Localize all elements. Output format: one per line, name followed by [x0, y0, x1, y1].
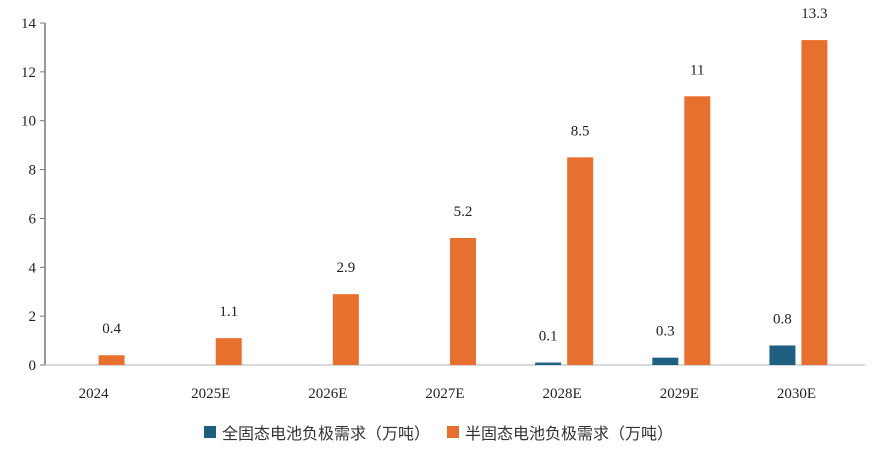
y-tick-label: 6 — [29, 211, 37, 227]
y-tick-label: 0 — [29, 358, 37, 374]
bar — [450, 237, 476, 365]
x-tick-label: 2028E — [543, 386, 582, 402]
bar-chart: 0 2 4 6 8 10 12 14 2024 0.4 2025E 1.1 2026E 2.9 2027E 5… — [21, 6, 865, 402]
x-tick-label: 2024 — [79, 386, 110, 402]
bar — [684, 96, 711, 366]
y-tick-label: 10 — [21, 114, 36, 130]
x-tick-label: 2026E — [308, 386, 347, 402]
legend: 全固态电池负极需求（万吨） 半固态电池负极需求（万吨） — [0, 420, 877, 444]
bar — [535, 362, 562, 365]
data-label: 2.9 — [336, 260, 355, 276]
x-tick-label: 2030E — [777, 386, 816, 402]
data-label: 0.3 — [656, 324, 675, 340]
data-label: 1.1 — [219, 304, 238, 320]
bar — [652, 357, 679, 365]
x-tick-label: 2025E — [191, 386, 230, 402]
data-label: 8.5 — [571, 123, 590, 139]
data-label: 0.8 — [773, 311, 792, 327]
legend-label: 半固态电池负极需求（万吨） — [465, 424, 674, 443]
bar — [215, 338, 242, 365]
y-tick-label: 4 — [29, 260, 37, 276]
y-tick-label: 8 — [29, 163, 37, 179]
bar — [567, 157, 594, 365]
y-tick-label: 2 — [29, 309, 37, 325]
bar — [769, 345, 796, 365]
data-label: 0.4 — [102, 321, 121, 337]
bar — [98, 355, 125, 365]
y-tick-label: 12 — [21, 65, 36, 81]
legend-swatch — [203, 426, 216, 438]
legend-label: 全固态电池负极需求（万吨） — [221, 424, 430, 443]
bar — [332, 294, 359, 365]
data-label: 11 — [690, 62, 704, 78]
data-label: 0.1 — [539, 329, 558, 345]
legend-item-solid: 全固态电池负极需求（万吨） — [203, 420, 430, 444]
x-tick-label: 2029E — [660, 386, 699, 402]
data-label: 13.3 — [801, 6, 827, 22]
legend-swatch — [447, 426, 460, 438]
y-tick-label: 14 — [21, 16, 37, 32]
bar — [801, 40, 828, 365]
legend-item-semi: 半固态电池负极需求（万吨） — [447, 420, 673, 444]
x-tick-label: 2027E — [425, 386, 464, 402]
data-label: 5.2 — [454, 204, 473, 220]
